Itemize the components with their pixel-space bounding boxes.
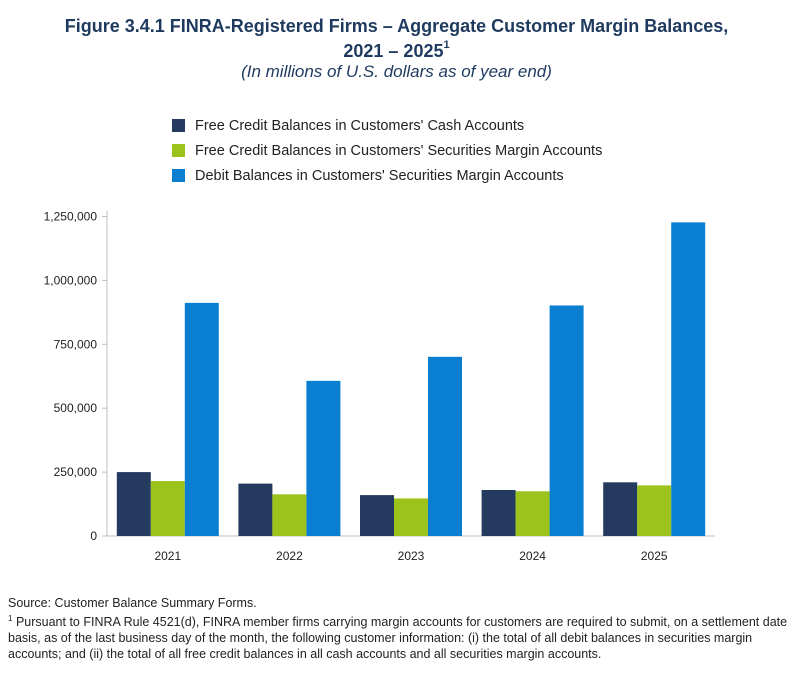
- bar: [306, 380, 341, 536]
- bar: [671, 222, 706, 537]
- bar: [272, 494, 307, 536]
- chart-title: Figure 3.4.1 FINRA-Registered Firms – Ag…: [0, 16, 793, 82]
- bar: [515, 491, 550, 536]
- bar: [360, 495, 394, 536]
- y-tick-label: 0: [90, 529, 97, 543]
- bar: [637, 485, 672, 536]
- footnote-text: Pursuant to FINRA Rule 4521(d), FINRA me…: [8, 615, 788, 662]
- footnote-marker: 1: [443, 39, 450, 51]
- legend-swatch-debit: [172, 169, 185, 182]
- bar: [428, 356, 462, 536]
- bar: [481, 489, 516, 536]
- y-tick-label: 1,000,000: [44, 273, 98, 287]
- legend-label-debit: Debit Balances in Customers' Securities …: [195, 167, 564, 184]
- x-tick-label: 2024: [519, 549, 546, 563]
- bar: [394, 498, 428, 536]
- x-tick-label: 2025: [641, 549, 668, 563]
- bar-chart: 0 250,000 500,000 750,000 1,000,000 1,250,000…: [44, 210, 715, 563]
- bar: [184, 302, 219, 536]
- legend-item-debit: Debit Balances in Customers' Securities …: [172, 163, 602, 188]
- x-tick-label: 2021: [154, 549, 181, 563]
- legend-swatch-securities: [172, 144, 185, 157]
- title-line-1: Figure 3.4.1 FINRA-Registered Firms – Ag…: [64, 16, 729, 36]
- legend-swatch-cash: [172, 119, 185, 132]
- legend-item-securities: Free Credit Balances in Customers' Secur…: [172, 138, 602, 163]
- source-note: Source: Customer Balance Summary Forms.: [8, 596, 257, 610]
- legend-item-cash: Free Credit Balances in Customers' Cash …: [172, 113, 602, 138]
- bar: [150, 481, 185, 536]
- y-tick-label: 250,000: [54, 465, 98, 479]
- x-tick-label: 2023: [398, 549, 425, 563]
- y-tick-label: 1,250,000: [44, 210, 98, 224]
- footnote: 1 Pursuant to FINRA Rule 4521(d), FINRA …: [8, 611, 788, 662]
- legend-label-cash: Free Credit Balances in Customers' Cash …: [195, 117, 525, 134]
- bar: [603, 482, 638, 536]
- title-years: 2021 – 2025: [343, 41, 444, 61]
- y-tick-label: 500,000: [54, 401, 98, 415]
- bar: [116, 472, 151, 536]
- title-line-2: 2021 – 20251: [0, 37, 793, 62]
- chart-subtitle: (In millions of U.S. dollars as of year …: [241, 62, 552, 81]
- bar: [549, 305, 584, 536]
- footer: Source: Customer Balance Summary Forms. …: [8, 595, 788, 662]
- footnote-number: 1: [8, 614, 13, 623]
- bar: [238, 483, 273, 536]
- y-tick-label: 750,000: [54, 337, 98, 351]
- legend: Free Credit Balances in Customers' Cash …: [172, 113, 602, 188]
- x-tick-label: 2022: [276, 549, 303, 563]
- legend-label-securities: Free Credit Balances in Customers' Secur…: [195, 142, 603, 159]
